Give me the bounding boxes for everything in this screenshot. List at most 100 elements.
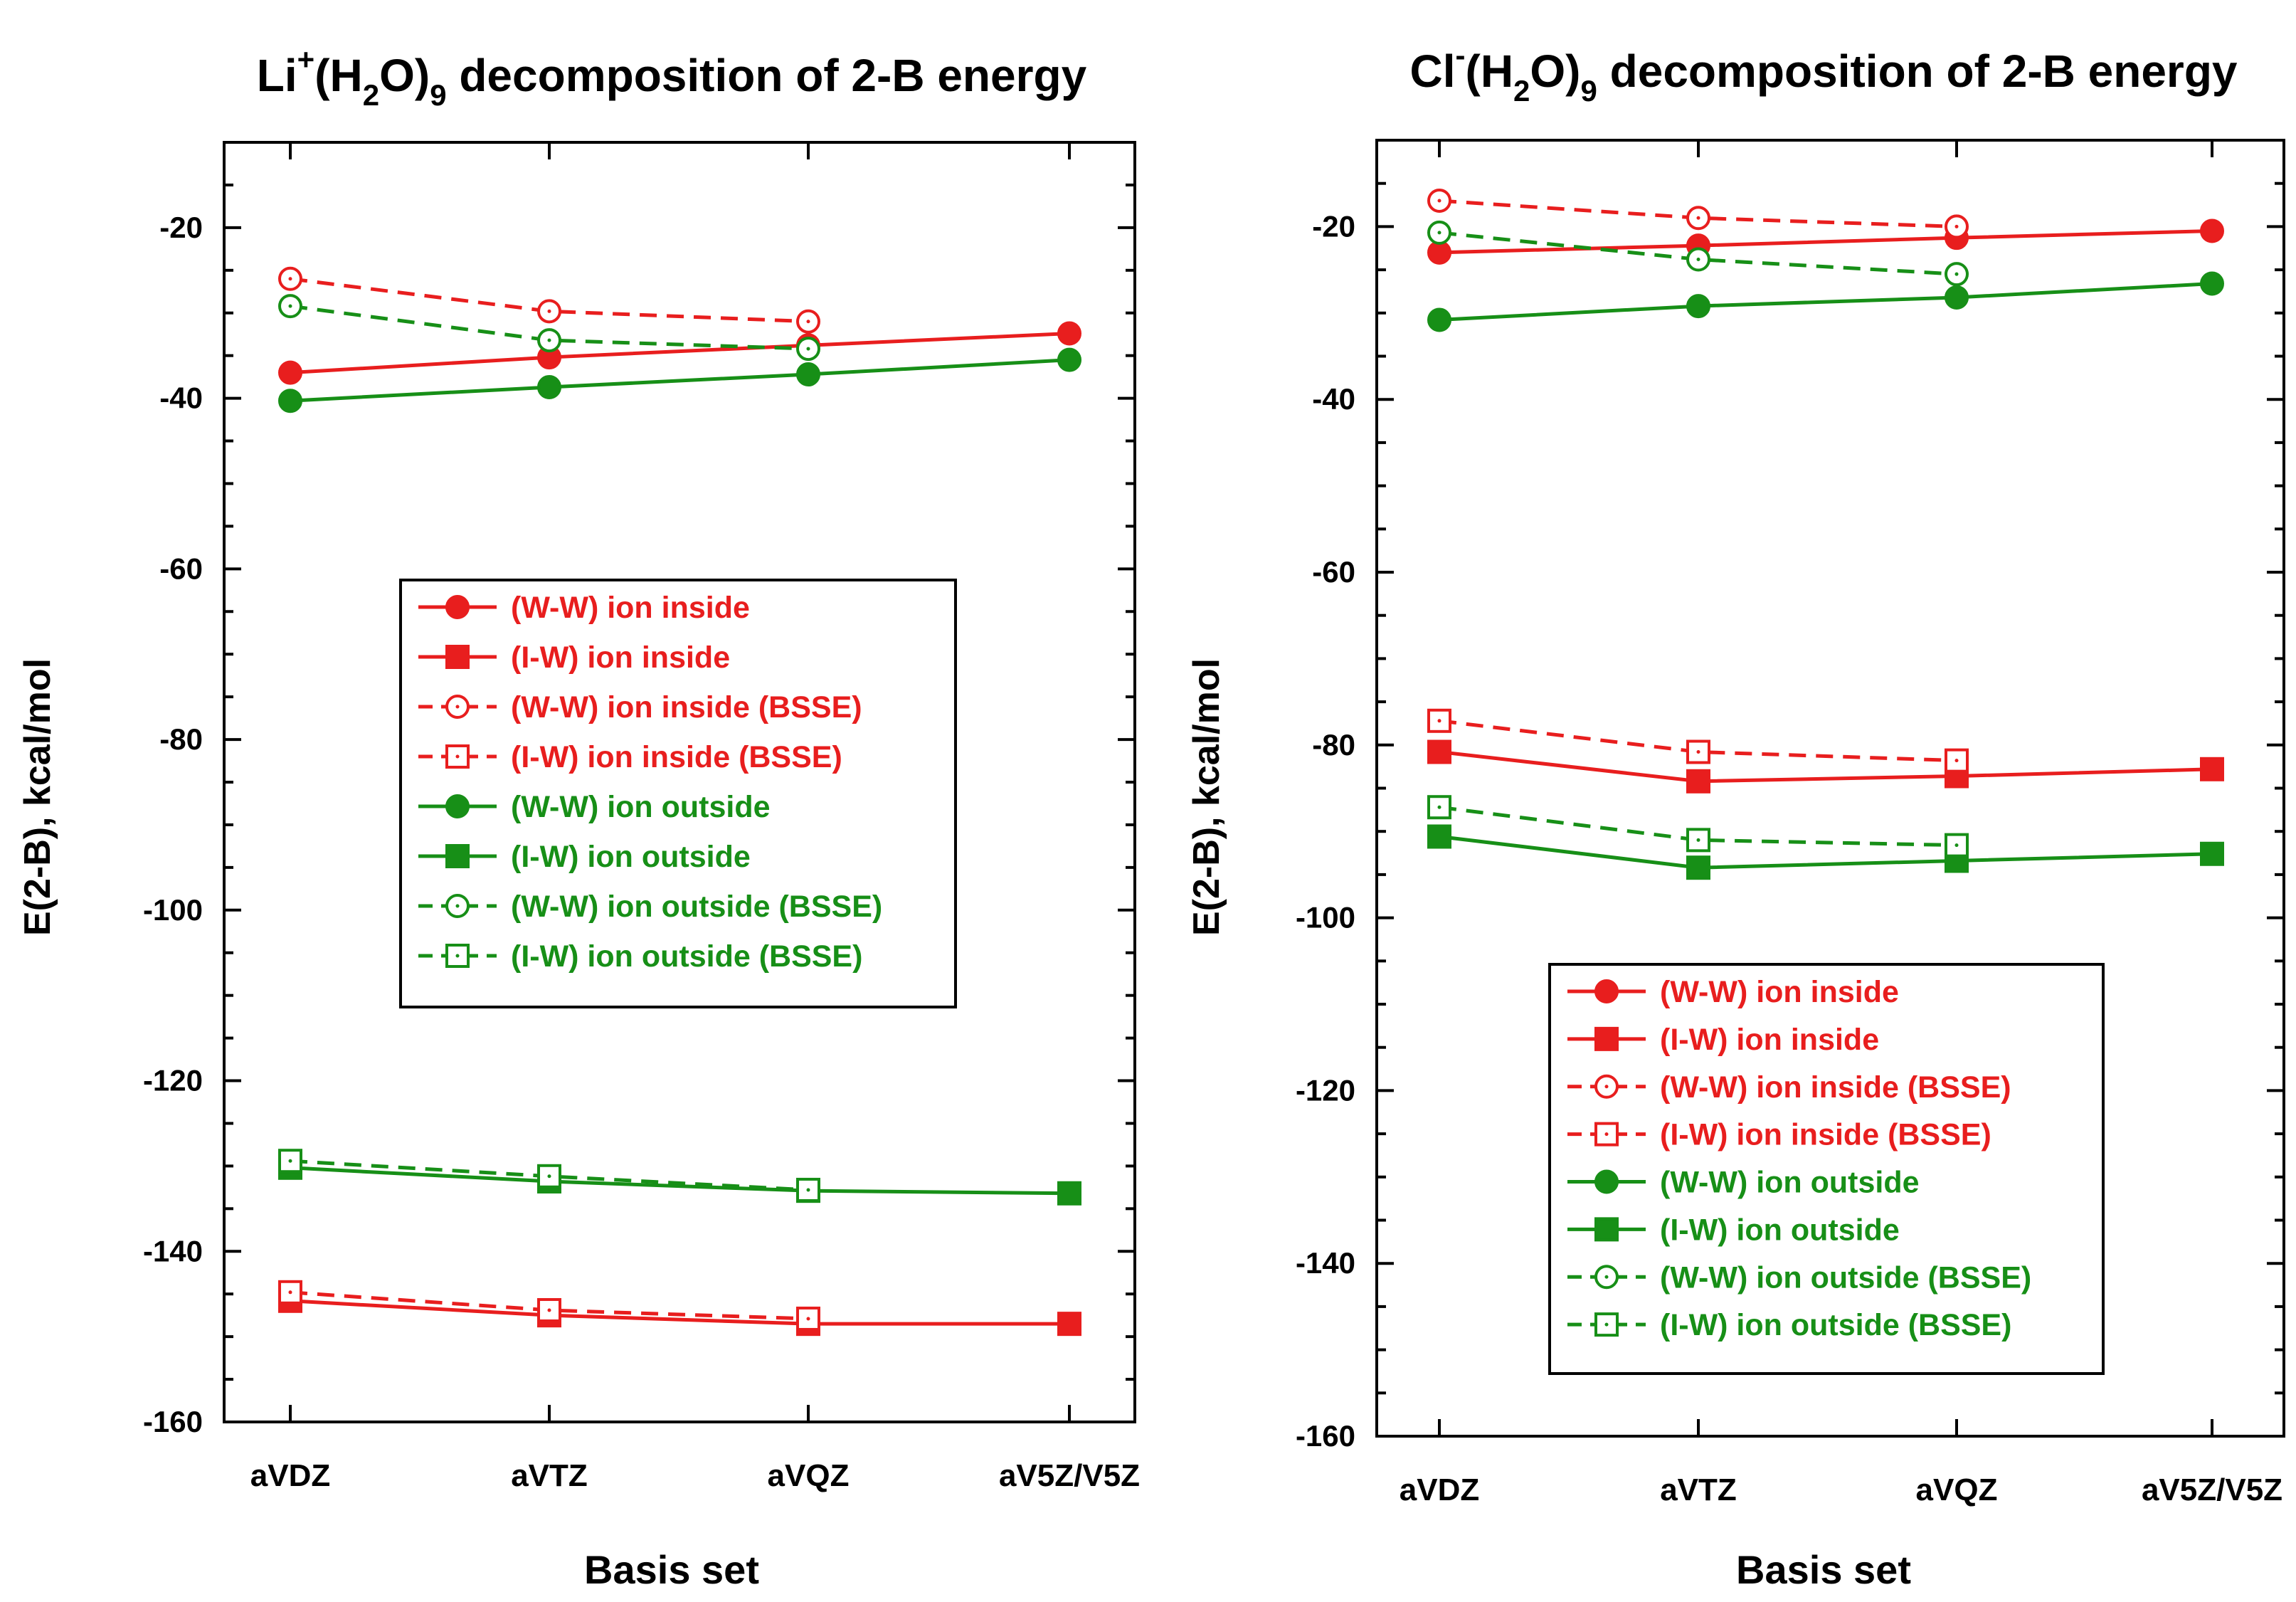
- legend-label: (W-W) ion inside (BSSE): [511, 690, 862, 724]
- data-point: [2200, 271, 2224, 296]
- legend-item: (I-W) ion inside: [1567, 1023, 1879, 1057]
- series-7: [1427, 220, 1969, 287]
- y-tick-label: -140: [143, 1234, 203, 1268]
- title-left-mid1: (H: [314, 50, 363, 101]
- title-right-sub1: 2: [1513, 74, 1530, 107]
- data-point: [278, 360, 302, 385]
- legend-marker-dot: [455, 954, 460, 958]
- legend-item: (W-W) ion outside: [418, 790, 771, 824]
- data-point-dot: [1437, 805, 1441, 809]
- data-point: [2200, 757, 2224, 781]
- x-tick-label: aVDZ: [1400, 1472, 1479, 1507]
- y-axis-label-left: E(2-B), kcal/mol: [17, 658, 58, 936]
- data-point: [1057, 1312, 1081, 1337]
- series-line: [290, 332, 1070, 375]
- legend-marker: [1594, 1026, 1619, 1051]
- data-point: [1427, 824, 1451, 849]
- title-right-prefix: Cl: [1410, 46, 1456, 97]
- title-right-sup: -: [1456, 38, 1466, 72]
- series-1: [278, 321, 1081, 385]
- series-line: [1439, 805, 1957, 848]
- data-point-dot: [288, 277, 292, 281]
- legend-label: (I-W) ion inside: [1660, 1023, 1879, 1057]
- y-tick-label: -120: [143, 1064, 203, 1097]
- legend-label: (I-W) ion outside (BSSE): [1660, 1308, 2011, 1342]
- data-point-dot: [1696, 216, 1700, 220]
- x-tick-label: aVQZ: [1916, 1472, 1998, 1507]
- x-axis-label-right: Basis set: [1736, 1547, 1911, 1592]
- data-point-dot: [547, 1308, 551, 1312]
- legend: (W-W) ion inside (I-W) ion inside (W-W) io…: [1548, 963, 2105, 1375]
- data-point: [1686, 828, 1710, 853]
- legend-marker: [445, 595, 470, 619]
- y-tick-label: -80: [159, 722, 203, 756]
- legend-label: (I-W) ion outside (BSSE): [511, 939, 862, 974]
- y-tick-label: -160: [143, 1405, 203, 1438]
- legend-label: (I-W) ion inside: [511, 641, 730, 675]
- x-tick-label: aVTZ: [511, 1458, 588, 1493]
- title-left-sup: +: [297, 43, 315, 76]
- legend-box: [399, 579, 957, 1008]
- data-point: [1945, 285, 1969, 310]
- legend-label: (W-W) ion inside: [511, 591, 750, 625]
- data-point: [1427, 240, 1451, 265]
- legend-label: (W-W) ion outside: [1660, 1166, 1920, 1200]
- title-right-sub2: 9: [1580, 74, 1597, 107]
- data-point-dot: [806, 1188, 810, 1192]
- legend-item: (W-W) ion outside (BSSE): [418, 890, 882, 924]
- chart-title-left: Li+(H2O)9 decomposition of 2-B energy: [257, 43, 1087, 112]
- panel-left: Li+(H2O)9 decomposition of 2-B energy -1…: [17, 43, 1140, 1592]
- x-tick-label: aVDZ: [250, 1458, 330, 1493]
- legend-marker-dot: [1604, 1275, 1609, 1279]
- data-point: [1427, 739, 1451, 764]
- title-left-sub1: 2: [363, 78, 379, 112]
- y-tick-label: -100: [143, 893, 203, 927]
- series-6: [278, 1155, 1081, 1206]
- series-line: [290, 277, 809, 324]
- panel-right: Cl-(H2O)9 decomposition of 2-B energy -1…: [1186, 38, 2285, 1592]
- legend-marker: [1594, 1169, 1619, 1194]
- legend-label: (W-W) ion inside (BSSE): [1660, 1070, 2011, 1105]
- series-8: [1427, 795, 1969, 858]
- data-point: [278, 389, 302, 413]
- data-point-dot: [547, 338, 551, 342]
- plot-area-right: -160 -140 -120 -100 -80 -60 -40 -20 aVDZ aVTZ aVQZ…: [1296, 139, 2285, 1507]
- data-point-dot: [1954, 843, 1959, 848]
- series-3: [1427, 188, 1969, 239]
- legend-label: (W-W) ion outside: [511, 790, 771, 824]
- data-point: [1427, 307, 1451, 332]
- series-8: [278, 1149, 820, 1202]
- legend-label: (W-W) ion outside (BSSE): [1660, 1260, 2031, 1295]
- series-line: [1439, 228, 2213, 255]
- data-point-dot: [806, 1317, 810, 1321]
- title-right-mid2: O): [1530, 46, 1580, 97]
- series-7: [278, 294, 820, 362]
- data-point-dot: [1437, 719, 1441, 723]
- y-tick-label: -140: [1296, 1246, 1355, 1280]
- title-left-rest: decomposition of 2-B energy: [447, 50, 1087, 101]
- legend: (W-W) ion inside (I-W) ion inside (W-W) io…: [399, 579, 957, 1008]
- legend-label: (I-W) ion outside: [511, 840, 751, 874]
- data-point: [2200, 841, 2224, 866]
- legend-marker: [445, 645, 470, 669]
- legend-label: (W-W) ion outside (BSSE): [511, 890, 882, 924]
- legend-marker-dot: [455, 705, 460, 709]
- legend-item: (W-W) ion outside (BSSE): [1567, 1260, 2031, 1295]
- y-axis-label-right: E(2-B), kcal/mol: [1186, 658, 1227, 936]
- data-point-dot: [288, 304, 292, 308]
- legend-marker-dot: [1604, 1085, 1609, 1089]
- y-tick-label: -100: [1296, 901, 1355, 934]
- series-line: [290, 1166, 1070, 1196]
- title-right-mid1: (H: [1466, 46, 1514, 97]
- legend-item: (I-W) ion inside (BSSE): [418, 740, 842, 774]
- series-line: [290, 358, 1070, 403]
- title-left-sub2: 9: [430, 78, 446, 112]
- title-left-prefix: Li: [257, 50, 297, 101]
- data-point-dot: [547, 1174, 551, 1179]
- legend-marker: [1594, 1217, 1619, 1242]
- x-tick-label: aVTZ: [1660, 1472, 1737, 1507]
- x-tick-label: aVQZ: [768, 1458, 850, 1493]
- series-line: [1439, 719, 1957, 763]
- data-point: [1057, 321, 1081, 346]
